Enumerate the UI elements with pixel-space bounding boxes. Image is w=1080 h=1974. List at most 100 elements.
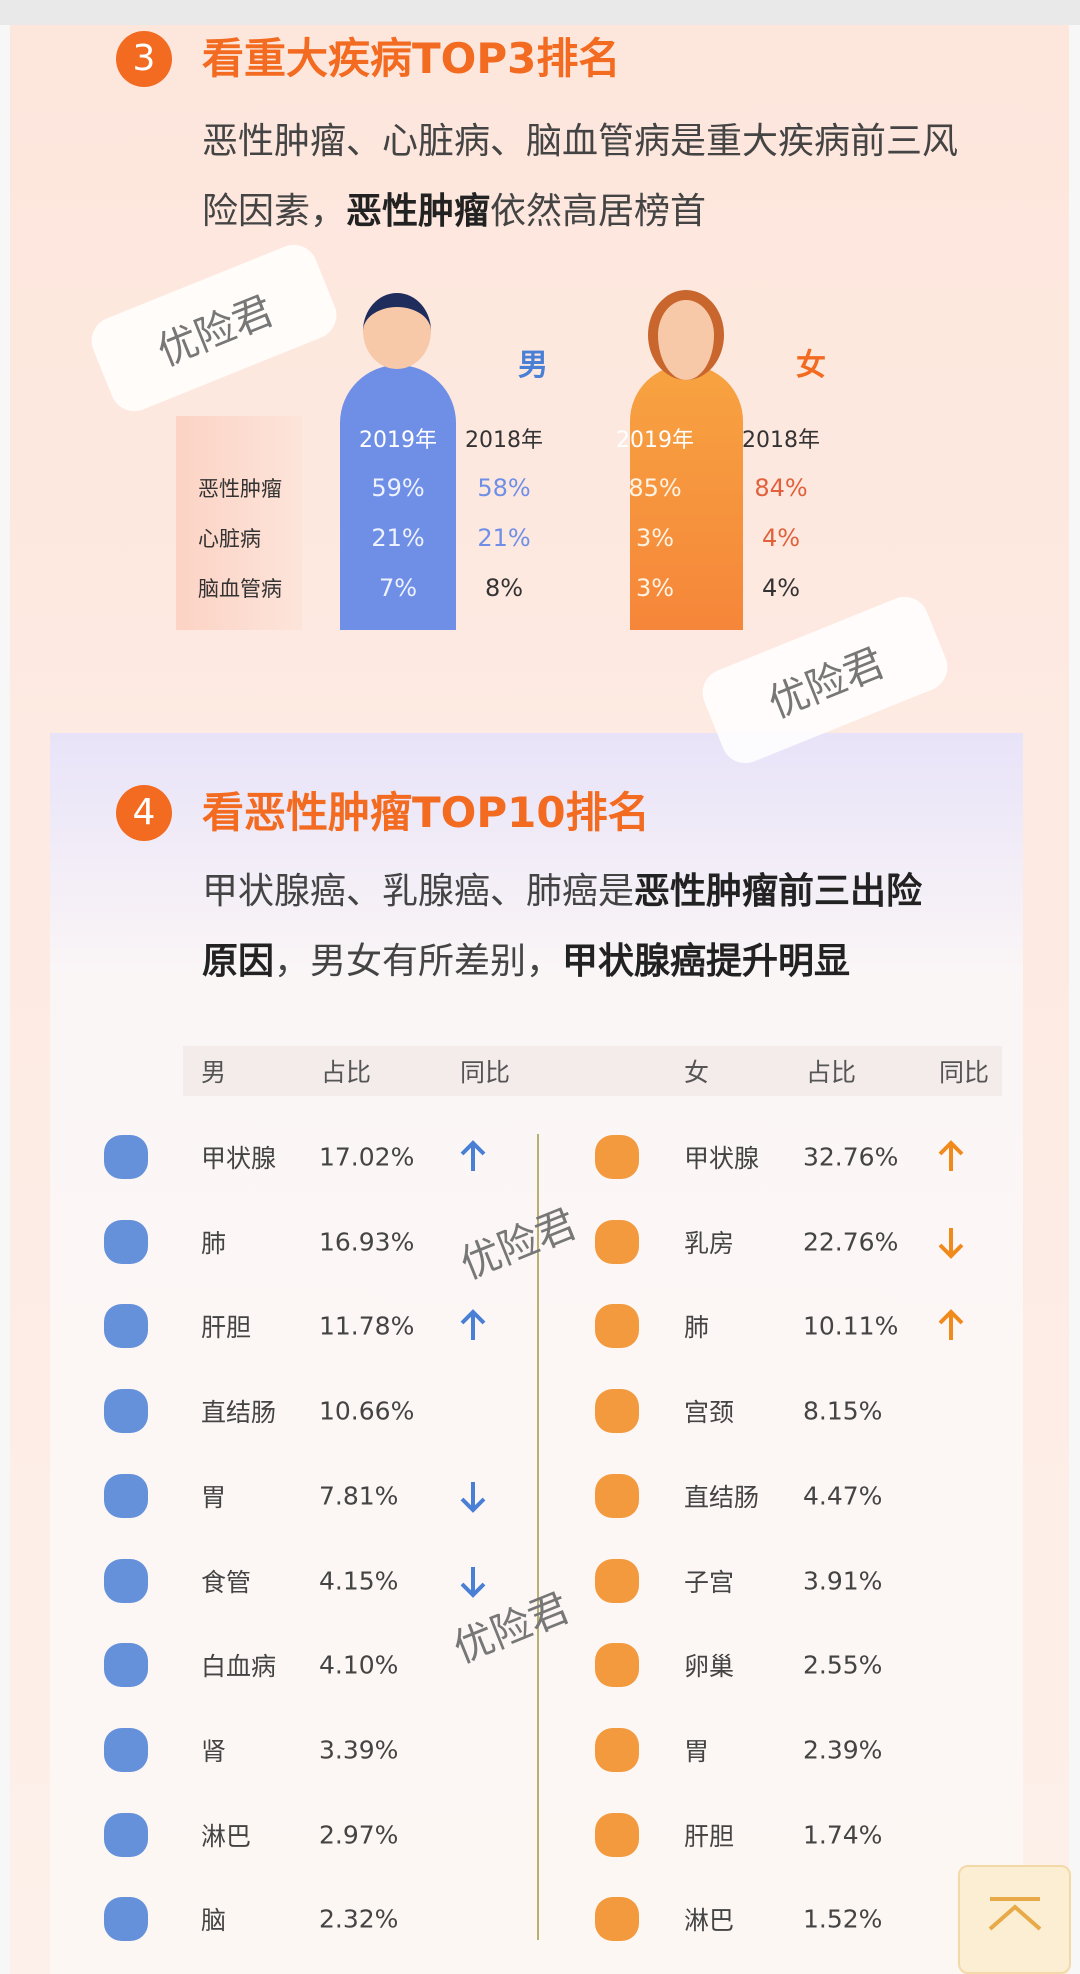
share: 17.02% bbox=[319, 1142, 415, 1172]
female-figure bbox=[630, 365, 743, 630]
section-number: 4 bbox=[116, 785, 172, 841]
trend-arrow bbox=[460, 1481, 486, 1513]
organ-icon bbox=[595, 1897, 639, 1942]
organ-icon bbox=[104, 1897, 148, 1942]
share: 32.76% bbox=[803, 1142, 899, 1172]
share: 10.11% bbox=[803, 1311, 899, 1341]
organ-icon bbox=[104, 1643, 148, 1688]
share: 1.74% bbox=[803, 1820, 883, 1850]
organ-icon bbox=[104, 1389, 148, 1434]
organ-icon bbox=[595, 1135, 639, 1179]
male-label: 男 bbox=[518, 348, 548, 383]
female-label: 女 bbox=[796, 348, 826, 383]
year-header: 2018年 bbox=[465, 428, 543, 453]
section-description: 恶性肿瘤、心脏病、脑血管病是重大疾病前三风险因素，恶性肿瘤依然高居榜首 bbox=[202, 107, 982, 247]
organ-name: 卵巢 bbox=[684, 1652, 735, 1682]
description-part: 依然高居榜首 bbox=[490, 191, 707, 232]
organ-icon bbox=[595, 1219, 639, 1264]
value-cell: 4% bbox=[761, 574, 801, 602]
row-label: 心脏病 bbox=[198, 527, 261, 551]
arrow bbox=[988, 1904, 1042, 1931]
trend-arrow bbox=[938, 1227, 964, 1259]
organ-icon bbox=[595, 1389, 639, 1434]
column-header: 女 bbox=[684, 1058, 710, 1087]
label-box bbox=[176, 416, 302, 630]
organ-icon bbox=[104, 1727, 148, 1772]
share: 2.97% bbox=[319, 1820, 399, 1850]
organ-name: 直结肠 bbox=[684, 1482, 760, 1512]
year-header: 2019年 bbox=[616, 428, 694, 453]
organ-icon bbox=[595, 1473, 639, 1518]
share: 10.66% bbox=[319, 1396, 415, 1426]
organ-icon bbox=[595, 1812, 639, 1857]
share: 4.47% bbox=[803, 1481, 883, 1511]
organ-icon bbox=[104, 1473, 148, 1518]
section-panel bbox=[50, 733, 1023, 1974]
organ-icon bbox=[595, 1643, 639, 1688]
organ-icon bbox=[104, 1219, 148, 1264]
value-cell: 8% bbox=[484, 574, 524, 602]
organ-icon bbox=[104, 1135, 148, 1179]
trend-arrow bbox=[460, 1566, 486, 1598]
organ-name: 食管 bbox=[201, 1567, 252, 1597]
male-figure bbox=[340, 365, 456, 630]
column-header: 同比 bbox=[939, 1058, 990, 1087]
value-cell: 4% bbox=[761, 524, 801, 552]
column-header: 占比 bbox=[321, 1058, 372, 1087]
share: 4.10% bbox=[319, 1650, 399, 1680]
organ-icon bbox=[104, 1558, 148, 1603]
year-header: 2018年 bbox=[742, 428, 820, 453]
male-head bbox=[363, 293, 431, 369]
trend-arrow bbox=[460, 1140, 486, 1171]
organ-icon bbox=[595, 1304, 639, 1349]
share: 3.91% bbox=[803, 1566, 883, 1595]
column-header: 同比 bbox=[460, 1058, 511, 1087]
organ-name: 乳房 bbox=[684, 1228, 735, 1258]
description-part: 恶性肿瘤前三出险原因 bbox=[202, 871, 923, 982]
female-head bbox=[648, 290, 724, 380]
organ-icon bbox=[104, 1812, 148, 1857]
year-header: 2019年 bbox=[359, 428, 437, 453]
row-label: 脑血管病 bbox=[198, 577, 282, 601]
trend-arrow bbox=[460, 1309, 486, 1341]
trend-arrow bbox=[938, 1309, 964, 1341]
organ-icon bbox=[595, 1558, 639, 1603]
value-cell: 85% bbox=[628, 474, 682, 502]
organ-name: 白血病 bbox=[201, 1652, 277, 1682]
organ-name: 宫颈 bbox=[684, 1398, 735, 1428]
description-part: 恶性肿瘤 bbox=[346, 191, 491, 232]
back-to-top-button[interactable] bbox=[958, 1865, 1071, 1974]
column-header: 占比 bbox=[806, 1058, 857, 1087]
organ-name: 肺 bbox=[201, 1228, 227, 1258]
table-header-band bbox=[183, 1046, 1002, 1096]
column-header: 男 bbox=[201, 1058, 227, 1087]
organ-name: 子宫 bbox=[684, 1567, 735, 1597]
share: 2.39% bbox=[803, 1735, 883, 1765]
back-to-top-icon bbox=[988, 1897, 1042, 1931]
value-cell: 59% bbox=[371, 474, 425, 502]
description-part: 甲状腺癌、乳腺癌、肺癌是 bbox=[202, 871, 635, 912]
share: 11.78% bbox=[319, 1311, 415, 1341]
share: 22.76% bbox=[803, 1227, 899, 1257]
organ-name: 肝胆 bbox=[684, 1821, 735, 1851]
share: 2.55% bbox=[803, 1650, 883, 1680]
value-cell: 21% bbox=[371, 524, 425, 552]
value-cell: 3% bbox=[635, 524, 675, 552]
value-cell: 84% bbox=[754, 474, 808, 502]
description-part: 恶性肿瘤、心脏病、脑血管病是重大疾病前三风险因素， bbox=[202, 121, 959, 232]
organ-name: 淋巴 bbox=[684, 1906, 735, 1936]
section-number: 3 bbox=[116, 31, 172, 87]
organ-name: 肺 bbox=[684, 1313, 710, 1343]
organ-name: 脑 bbox=[201, 1906, 227, 1936]
organ-name: 胃 bbox=[684, 1736, 710, 1766]
share: 16.93% bbox=[319, 1227, 415, 1257]
organ-icon bbox=[595, 1727, 639, 1772]
trend-arrow bbox=[938, 1140, 964, 1171]
share: 4.15% bbox=[319, 1566, 399, 1595]
organ-name: 直结肠 bbox=[201, 1398, 277, 1428]
organ-name: 肾 bbox=[201, 1736, 227, 1766]
organ-name: 肝胆 bbox=[201, 1313, 252, 1343]
section-title: 看重大疾病TOP3排名 bbox=[202, 34, 621, 83]
value-cell: 58% bbox=[477, 474, 531, 502]
